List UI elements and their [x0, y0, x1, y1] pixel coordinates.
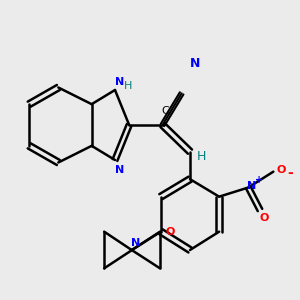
Text: N: N [115, 165, 124, 175]
Text: N: N [115, 77, 124, 87]
Text: C: C [161, 106, 169, 116]
Text: N: N [247, 181, 256, 191]
Text: H: H [197, 150, 206, 163]
Text: N: N [190, 57, 200, 70]
Text: -: - [287, 166, 293, 180]
Text: +: + [255, 175, 263, 185]
Text: O: O [260, 213, 269, 223]
Text: H: H [124, 81, 133, 91]
Text: O: O [165, 227, 175, 237]
Text: N: N [131, 238, 140, 248]
Text: O: O [277, 165, 286, 175]
